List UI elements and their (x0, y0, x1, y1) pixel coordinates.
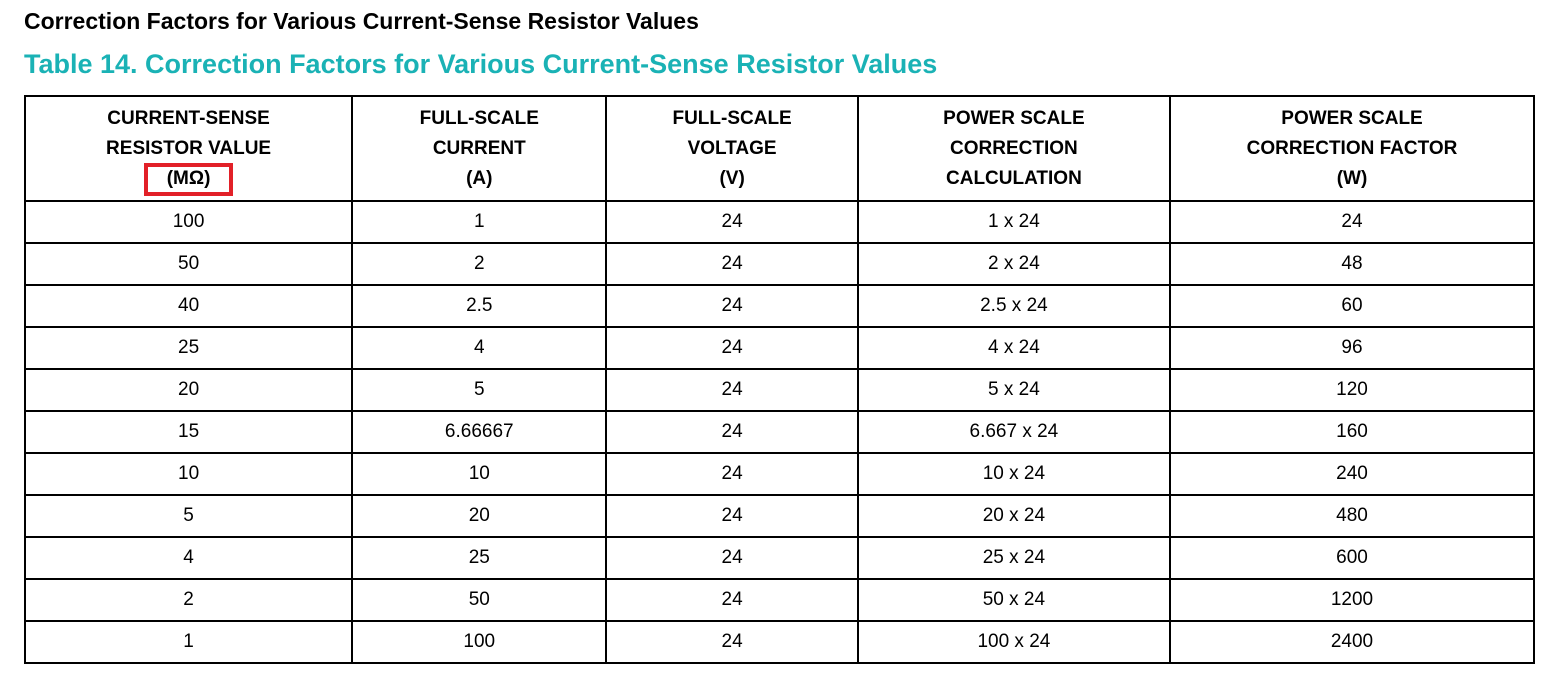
column-header-1: CURRENT-SENSE RESISTOR VALUE (MΩ) (23, 95, 354, 202)
table-cell: 20 x 24 (856, 494, 1172, 538)
column-unit: (V) (719, 167, 745, 189)
table-cell: 50 x 24 (856, 578, 1172, 622)
column-header-2: FULL-SCALE CURRENT (A) (351, 95, 608, 202)
table-cell: 20 (23, 368, 354, 412)
table-cell: 20 (351, 494, 608, 538)
table-cell: 2400 (1169, 620, 1535, 664)
column-header-5: POWER SCALE CORRECTION FACTOR (W) (1169, 95, 1535, 202)
table-cell: 24 (605, 200, 859, 244)
table-cell: 50 (23, 242, 354, 286)
table-cell: 4 (23, 536, 354, 580)
table-cell: 5 (23, 494, 354, 538)
table-caption: Table 14. Correction Factors for Various… (24, 49, 938, 79)
table-cell: 1 (23, 620, 354, 664)
table-row: 50 2 24 2 x 24 48 (23, 242, 1535, 286)
table-cell: 25 (23, 326, 354, 370)
table-row: 2 50 24 50 x 24 1200 (23, 578, 1535, 622)
column-unit: (W) (1336, 167, 1368, 189)
table-cell: 24 (605, 620, 859, 664)
table-cell: 50 (351, 578, 608, 622)
table-cell: 25 (351, 536, 608, 580)
table-cell: 40 (23, 284, 354, 328)
table-cell: 24 (605, 494, 859, 538)
table-cell: 25 x 24 (856, 536, 1172, 580)
table-cell: 24 (605, 578, 859, 622)
table-cell: 4 x 24 (856, 326, 1172, 370)
column-unit-highlighted-annotation: (MΩ) (143, 162, 234, 196)
column-unit-row: (W) (1171, 164, 1533, 194)
table-cell: 24 (605, 410, 859, 454)
column-header-text: FULL-SCALE CURRENT (419, 107, 539, 159)
table-row: 10 10 24 10 x 24 240 (23, 452, 1535, 496)
table-cell: 100 (351, 620, 608, 664)
table-row: 5 20 24 20 x 24 480 (23, 494, 1535, 538)
table-cell: 2 (23, 578, 354, 622)
column-unit-row: (MΩ) (26, 162, 351, 196)
table-header: CURRENT-SENSE RESISTOR VALUE (MΩ) FULL-SCA… (23, 95, 1535, 202)
table-cell: 1200 (1169, 578, 1535, 622)
table-cell: 10 (351, 452, 608, 496)
table-cell: 1 x 24 (856, 200, 1172, 244)
column-unit: (A) (466, 167, 493, 189)
table-cell: 24 (605, 284, 859, 328)
column-header-text: CURRENT-SENSE RESISTOR VALUE (106, 107, 272, 159)
table-cell: 2 x 24 (856, 242, 1172, 286)
table-cell: 48 (1169, 242, 1535, 286)
table-cell: 6.66667 (351, 410, 608, 454)
correction-factors-table: CURRENT-SENSE RESISTOR VALUE (MΩ) FULL-SCA… (23, 95, 1535, 664)
column-unit-row: (V) (607, 164, 856, 194)
table-header-row: CURRENT-SENSE RESISTOR VALUE (MΩ) FULL-SCA… (23, 95, 1535, 202)
table-cell: 10 (23, 452, 354, 496)
table-cell: 60 (1169, 284, 1535, 328)
table-cell: 5 x 24 (856, 368, 1172, 412)
table-row: 100 1 24 1 x 24 24 (23, 200, 1535, 244)
table-cell: 2 (351, 242, 608, 286)
table-cell: 15 (23, 410, 354, 454)
table-cell: 4 (351, 326, 608, 370)
table-cell: 2.5 x 24 (856, 284, 1172, 328)
table-cell: 24 (605, 242, 859, 286)
table-row: 15 6.66667 24 6.667 x 24 160 (23, 410, 1535, 454)
table-cell: 96 (1169, 326, 1535, 370)
table-cell: 240 (1169, 452, 1535, 496)
table-cell: 2.5 (351, 284, 608, 328)
column-header-3: FULL-SCALE VOLTAGE (V) (605, 95, 859, 202)
table-cell: 24 (605, 536, 859, 580)
table-body: 100 1 24 1 x 24 24 50 2 24 2 x 24 48 40 2.5 24 2.5 x … (23, 200, 1535, 664)
table-cell: 24 (605, 368, 859, 412)
table-cell: 10 x 24 (856, 452, 1172, 496)
table-row: 1 100 24 100 x 24 2400 (23, 620, 1535, 664)
table-cell: 24 (605, 326, 859, 370)
table-cell: 600 (1169, 536, 1535, 580)
table-cell: 24 (605, 452, 859, 496)
table-cell: 6.667 x 24 (856, 410, 1172, 454)
table-cell: 5 (351, 368, 608, 412)
table-cell: 24 (1169, 200, 1535, 244)
column-header-4: POWER SCALE CORRECTION CALCULATION (856, 95, 1172, 202)
table-row: 40 2.5 24 2.5 x 24 60 (23, 284, 1535, 328)
table-cell: 120 (1169, 368, 1535, 412)
table-cell: 160 (1169, 410, 1535, 454)
table-cell: 1 (351, 200, 608, 244)
column-unit-row: (A) (353, 164, 605, 194)
table-cell: 100 x 24 (856, 620, 1172, 664)
column-header-text: FULL-SCALE VOLTAGE (672, 107, 792, 159)
column-header-text: POWER SCALE CORRECTION FACTOR (1246, 107, 1458, 159)
page-heading: Correction Factors for Various Current-S… (24, 8, 699, 34)
table-cell: 100 (23, 200, 354, 244)
table-cell: 480 (1169, 494, 1535, 538)
column-header-text: POWER SCALE CORRECTION CALCULATION (943, 107, 1085, 189)
table-row: 25 4 24 4 x 24 96 (23, 326, 1535, 370)
table-row: 4 25 24 25 x 24 600 (23, 536, 1535, 580)
table-row: 20 5 24 5 x 24 120 (23, 368, 1535, 412)
